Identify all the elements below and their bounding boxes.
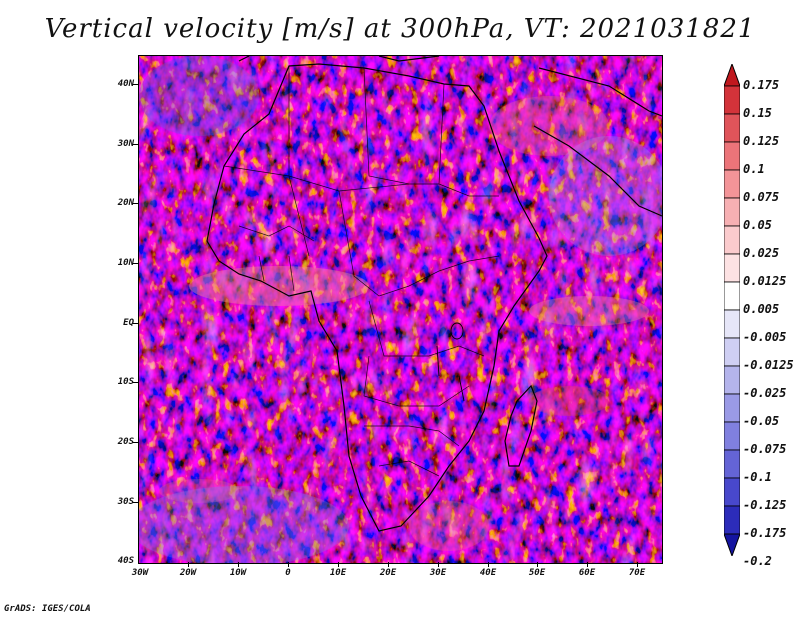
colorbar-label: -0.2 bbox=[743, 554, 772, 568]
colorbar-label: 0.025 bbox=[743, 246, 780, 260]
colorbar-label: 0.1 bbox=[743, 162, 765, 176]
colorbar-label: 0.125 bbox=[743, 134, 780, 148]
colorbar-label: 0.075 bbox=[743, 190, 780, 204]
lakes bbox=[436, 322, 465, 402]
colorbar-segment bbox=[724, 225, 740, 255]
y-tick bbox=[132, 323, 138, 324]
x-axis-label: 60E bbox=[578, 568, 596, 578]
x-tick bbox=[288, 562, 289, 567]
x-tick bbox=[188, 562, 189, 567]
colorbar-segment bbox=[724, 85, 740, 115]
y-tick bbox=[132, 263, 138, 264]
x-axis-label: 10E bbox=[329, 568, 347, 578]
y-axis-label: 30N bbox=[117, 139, 134, 149]
y-axis-label: 40N bbox=[117, 79, 134, 89]
y-tick bbox=[132, 502, 138, 503]
colorbar-segment bbox=[724, 337, 740, 367]
colorbar-segment bbox=[724, 141, 740, 171]
y-axis-label: 40S bbox=[117, 556, 134, 566]
x-tick bbox=[388, 562, 389, 567]
x-tick bbox=[637, 562, 638, 567]
y-axis-label: 10S bbox=[117, 377, 134, 387]
footer-credit: GrADS: IGES/COLA bbox=[4, 604, 91, 614]
x-tick bbox=[488, 562, 489, 567]
x-axis-label: 30E bbox=[429, 568, 447, 578]
y-axis-label: 20N bbox=[117, 198, 134, 208]
colorbar-label: 0.05 bbox=[743, 218, 772, 232]
colorbar-max-triangle bbox=[724, 64, 740, 87]
x-tick bbox=[338, 562, 339, 567]
colorbar-label: -0.125 bbox=[743, 498, 787, 512]
x-axis-label: 0 bbox=[285, 568, 291, 578]
colorbar-segment bbox=[724, 505, 740, 535]
colorbar-segment bbox=[724, 169, 740, 199]
colorbar-label: 0.15 bbox=[743, 106, 772, 120]
colorbar-label: -0.1 bbox=[743, 470, 772, 484]
x-axis-label: 40E bbox=[479, 568, 497, 578]
plot-title: Vertical velocity [m/s] at 300hPa, VT: 2… bbox=[44, 14, 756, 44]
y-tick bbox=[132, 203, 138, 204]
colorbar-label: 0.0125 bbox=[743, 274, 787, 288]
colorbar-segment bbox=[724, 281, 740, 311]
y-axis-label: 20S bbox=[117, 437, 134, 447]
colorbar-label: -0.0125 bbox=[743, 358, 794, 372]
y-tick bbox=[132, 442, 138, 443]
x-tick bbox=[238, 562, 239, 567]
colorbar-segment bbox=[724, 421, 740, 451]
x-tick bbox=[587, 562, 588, 567]
x-tick bbox=[438, 562, 439, 567]
colorbar-label: -0.005 bbox=[743, 330, 787, 344]
colorbar-segment bbox=[724, 449, 740, 479]
y-axis-label: 30S bbox=[117, 497, 134, 507]
x-axis-label: 20W bbox=[179, 568, 197, 578]
y-tick bbox=[132, 84, 138, 85]
x-tick bbox=[537, 562, 538, 567]
y-axis-label: EQ bbox=[123, 318, 134, 328]
colorbar-min-triangle bbox=[724, 533, 740, 556]
x-axis-label: 70E bbox=[628, 568, 646, 578]
colorbar-segment bbox=[724, 477, 740, 507]
y-axis-label: 10N bbox=[117, 258, 134, 268]
colorbar-label: 0.005 bbox=[743, 302, 780, 316]
colorbar-segment bbox=[724, 365, 740, 395]
country-borders bbox=[223, 66, 500, 477]
colorbar-label: 0.175 bbox=[743, 78, 780, 92]
x-axis-label: 10W bbox=[229, 568, 247, 578]
colorbar-segment bbox=[724, 393, 740, 423]
vertical-velocity-field bbox=[139, 56, 662, 563]
x-axis-label: 30W bbox=[131, 568, 149, 578]
colorbar-label: -0.025 bbox=[743, 386, 787, 400]
x-axis-label: 20E bbox=[379, 568, 397, 578]
y-tick bbox=[132, 144, 138, 145]
x-axis-label: 50E bbox=[528, 568, 546, 578]
colorbar-segment bbox=[724, 113, 740, 143]
colorbar-segment bbox=[724, 197, 740, 227]
colorbar-label: -0.175 bbox=[743, 526, 787, 540]
colorbar-segment bbox=[724, 253, 740, 283]
map-panel bbox=[138, 55, 663, 564]
colorbar-label: -0.075 bbox=[743, 442, 787, 456]
colorbar-label: -0.05 bbox=[743, 414, 780, 428]
y-tick bbox=[132, 382, 138, 383]
colorbar bbox=[724, 64, 740, 556]
colorbar-segment bbox=[724, 309, 740, 339]
